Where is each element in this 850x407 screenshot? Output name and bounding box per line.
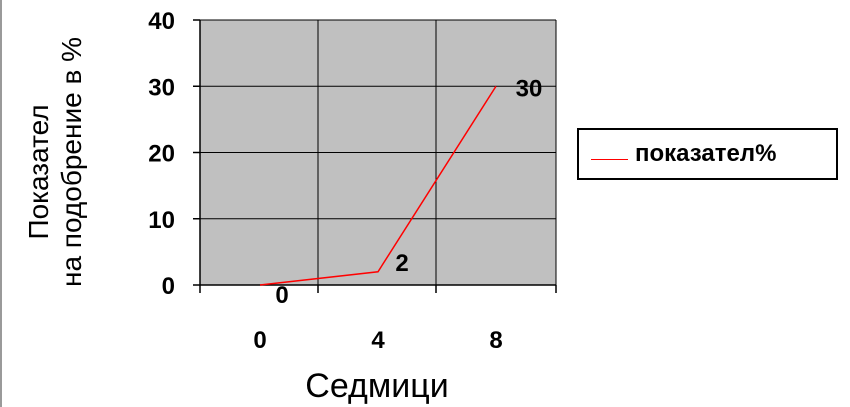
series-line <box>259 85 497 286</box>
y-tick-labels: 0 10 20 30 40 <box>148 8 175 300</box>
data-label: 0 <box>275 282 288 309</box>
frame-edge <box>0 0 2 407</box>
y-tick-label: 40 <box>148 8 175 35</box>
data-label: 30 <box>516 75 543 102</box>
x-tick-labels: 0 4 8 <box>253 327 502 354</box>
x-tick-label: 8 <box>489 327 502 354</box>
x-axis-label: Седмици <box>305 367 448 405</box>
x-tick-label: 0 <box>253 327 266 354</box>
y-axis-label-line-1: Показател <box>23 104 54 239</box>
y-tick-label: 30 <box>148 74 175 101</box>
legend-series-swatch <box>591 159 628 160</box>
y-axis-label-line-2: на подобрение в % <box>56 37 87 287</box>
series-group <box>259 85 497 286</box>
x-tick-label: 4 <box>371 327 385 354</box>
y-tick-label: 0 <box>162 273 175 300</box>
y-tick-label: 20 <box>148 141 175 168</box>
legend-series-name: показател% <box>635 140 777 167</box>
data-labels: 0 2 30 <box>275 75 542 309</box>
legend: показател% <box>577 128 838 180</box>
y-tick-label: 10 <box>148 207 175 234</box>
data-label: 2 <box>395 250 408 277</box>
axes <box>193 19 557 293</box>
